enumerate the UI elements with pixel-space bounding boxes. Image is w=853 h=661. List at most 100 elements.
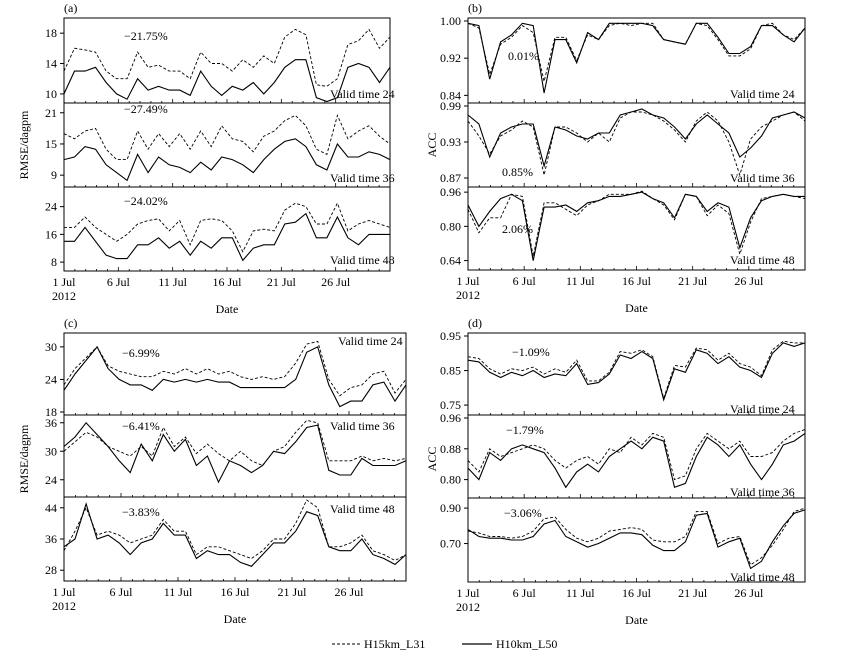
legend: H15km_L31 H10km_L50: [332, 637, 557, 651]
valid-time-label: Valid time 48: [330, 502, 395, 516]
y-axis-label: ACC: [425, 133, 439, 158]
percent-annotation: −21.75%: [124, 29, 168, 43]
x-tick-label: 16 Jul: [622, 274, 652, 288]
y-tick-label: 0.80: [440, 473, 461, 487]
percent-annotation: 0.01%: [508, 49, 539, 63]
valid-time-label: Valid time 36: [730, 171, 795, 185]
y-tick-label: 16: [45, 227, 57, 241]
x-tick-label: 21 Jul: [277, 585, 307, 599]
subplot-3: 0.96 0.80 0.64 2.06% Valid time 48: [440, 185, 806, 271]
y-tick-label: 18: [45, 405, 57, 419]
series-line-h10km-l50: [63, 59, 391, 103]
panel-tag: (c): [64, 316, 77, 330]
series-line-h15km-l31: [63, 340, 407, 397]
panel-tag: (a): [64, 1, 77, 15]
x-tick-label: 1 Jul: [52, 585, 76, 599]
subplot-2: 21 15 9 −27.49% Valid time 36: [45, 102, 395, 188]
valid-time-label: Valid time 48: [730, 570, 795, 584]
x-tick-label: 16 Jul: [212, 275, 242, 289]
y-tick-label: 30: [45, 340, 57, 354]
y-tick-label: 0.90: [440, 501, 461, 515]
y-tick-label: 30: [45, 444, 57, 458]
y-tick-label: 24: [45, 200, 57, 214]
x-tick-label: 11 Jul: [566, 586, 595, 600]
y-tick-label: 9: [51, 168, 57, 182]
y-tick-label: 10: [45, 87, 57, 101]
valid-time-label: Valid time 36: [330, 419, 395, 433]
series-line-h10km-l50: [63, 345, 407, 408]
x-tick-label: 1 Jul: [52, 275, 76, 289]
percent-annotation: 2.06%: [502, 222, 533, 236]
subplot-3: 0.90 0.70 −3.06% Valid time 48: [440, 497, 806, 584]
series-line-h15km-l31: [467, 429, 806, 481]
subplot-1: 0.95 0.85 0.75 −1.09% Valid time 24: [440, 329, 806, 416]
y-tick-label: 0.70: [440, 537, 461, 551]
y-tick-label: 15: [45, 137, 57, 151]
series-line-h15km-l31: [63, 28, 391, 87]
x-year-label: 2012: [52, 599, 76, 613]
x-tick-label: 11 Jul: [164, 585, 193, 599]
x-year-label: 2012: [456, 600, 480, 614]
y-tick-label: 21: [45, 106, 57, 120]
series-line-h15km-l31: [63, 499, 407, 562]
x-tick-label: 26 Jul: [334, 585, 364, 599]
x-tick-label: 11 Jul: [566, 274, 595, 288]
y-tick-label: 44: [45, 501, 57, 515]
series-line-h15km-l31: [63, 419, 407, 467]
y-tick-label: 18: [45, 26, 57, 40]
y-tick-label: 0.75: [440, 398, 461, 412]
y-tick-label: 0.96: [440, 185, 461, 199]
panel-c: (c) RMSE/dagpm 30 24 18 −6.99% Valid time 24 36…: [17, 316, 407, 626]
y-tick-label: 0.85: [440, 364, 461, 378]
x-year-label: 2012: [52, 289, 76, 303]
series-line-h10km-l50: [63, 138, 391, 182]
subplot-2: 0.96 0.88 0.80 −1.79% Valid time 36: [440, 411, 806, 499]
y-tick-label: 0.87: [440, 171, 461, 185]
series-line-h15km-l31: [467, 111, 806, 177]
series-line-h10km-l50: [63, 502, 407, 567]
y-tick-label: 0.64: [440, 254, 461, 268]
x-tick-label: 26 Jul: [734, 274, 764, 288]
percent-annotation: −6.99%: [122, 346, 160, 360]
y-tick-label: 0.99: [440, 99, 461, 113]
x-axis-label: Date: [625, 301, 648, 315]
percent-annotation: −3.06%: [504, 506, 542, 520]
series-line-h15km-l31: [64, 202, 391, 253]
percent-annotation: −1.09%: [512, 345, 550, 359]
x-axis-label: Date: [224, 612, 247, 626]
x-tick-label: 6 Jul: [107, 275, 131, 289]
x-axis-label: Date: [216, 302, 239, 316]
series-line-h15km-l31: [63, 114, 391, 161]
y-tick-label: 0.92: [440, 51, 461, 65]
x-year-label: 2012: [456, 288, 480, 302]
x-tick-label: 21 Jul: [678, 274, 708, 288]
y-axis-label: ACC: [425, 447, 439, 472]
legend-dashed-label: H15km_L31: [364, 637, 425, 651]
series-line-h10km-l50: [64, 212, 390, 262]
x-tick-label: 21 Jul: [267, 275, 297, 289]
series-line-h10km-l50: [467, 108, 806, 169]
valid-time-label: Valid time 48: [730, 253, 795, 267]
x-tick-label: 11 Jul: [158, 275, 187, 289]
x-axis-label: Date: [625, 613, 648, 627]
subplot-2: 36 30 24 −6.41% Valid time 36: [45, 414, 407, 498]
percent-annotation: −6.41%: [122, 419, 160, 433]
subplot-2: 0.99 0.93 0.87 0.85% Valid time 36: [440, 99, 806, 188]
y-axis-label: RMSE/dagpm: [17, 110, 31, 179]
y-tick-label: 8: [51, 255, 57, 269]
x-tick-label: 16 Jul: [220, 585, 250, 599]
valid-time-label: Valid time 24: [330, 87, 395, 101]
x-tick-label: 6 Jul: [513, 274, 537, 288]
y-tick-label: 0.95: [440, 329, 461, 343]
series-line-h10km-l50: [63, 421, 407, 484]
valid-time-label: Valid time 24: [338, 334, 403, 348]
x-tick-label: 1 Jul: [456, 586, 480, 600]
y-tick-label: 1.00: [440, 14, 461, 28]
x-tick-label: 21 Jul: [678, 586, 708, 600]
series-line-h10km-l50: [467, 22, 806, 94]
y-tick-label: 36: [45, 532, 57, 546]
x-tick-label: 6 Jul: [513, 586, 537, 600]
